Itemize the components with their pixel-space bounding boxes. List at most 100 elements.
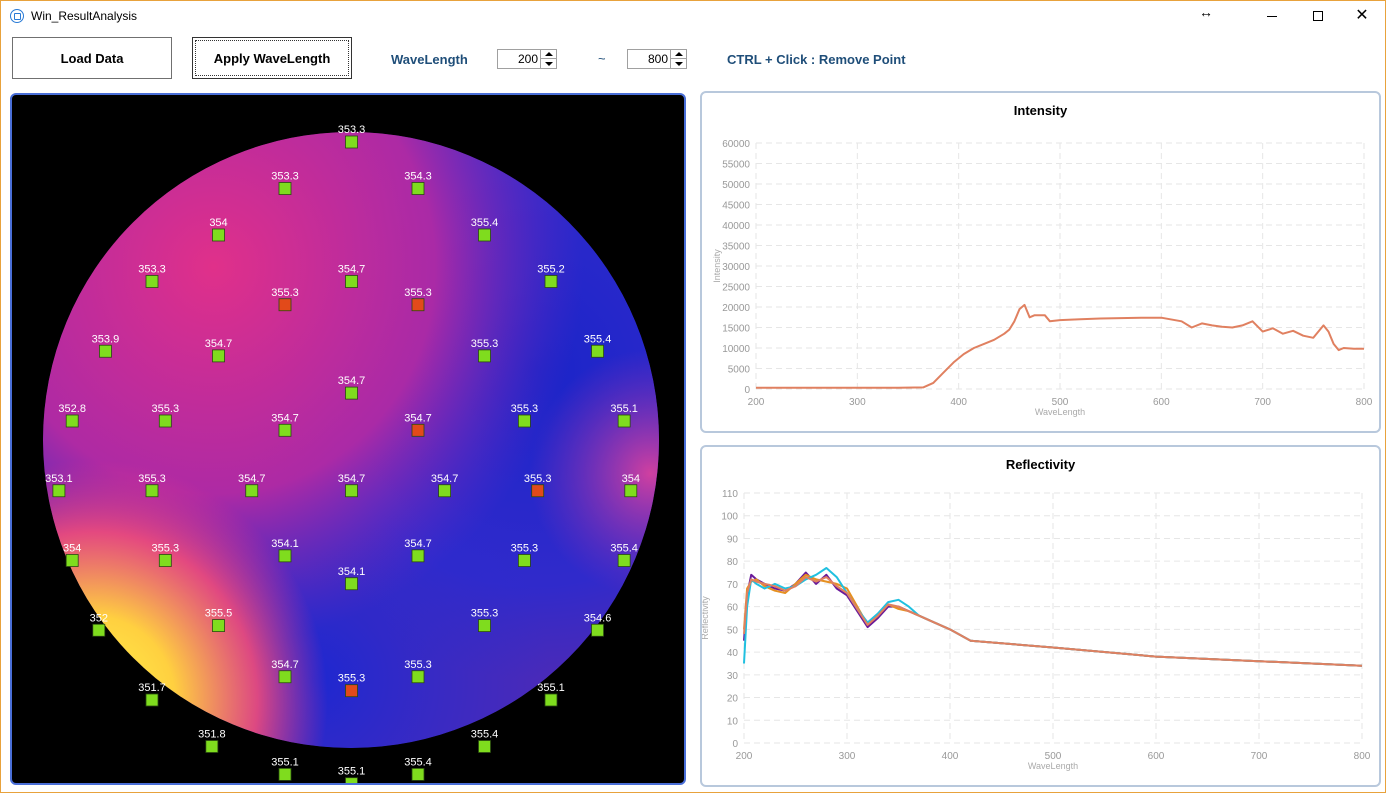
point-marker[interactable] bbox=[411, 768, 425, 781]
point-marker[interactable] bbox=[65, 554, 79, 567]
stepper-down-icon[interactable] bbox=[671, 59, 686, 68]
point-marker[interactable] bbox=[65, 414, 79, 428]
map-point[interactable]: 353.3 bbox=[271, 171, 299, 195]
map-point[interactable]: 354.7 bbox=[271, 412, 299, 437]
map-point[interactable]: 355.3 bbox=[152, 403, 180, 428]
map-point[interactable]: 352.8 bbox=[58, 403, 86, 428]
map-point[interactable]: 355.3 bbox=[338, 673, 366, 698]
map-point[interactable]: 355.4 bbox=[610, 543, 638, 567]
point-marker[interactable] bbox=[478, 740, 491, 753]
point-marker[interactable] bbox=[158, 554, 172, 567]
point-marker[interactable] bbox=[278, 423, 292, 437]
point-marker[interactable] bbox=[617, 414, 631, 428]
point-marker[interactable] bbox=[345, 386, 358, 400]
point-marker[interactable] bbox=[212, 619, 225, 632]
selected-point-marker[interactable] bbox=[278, 298, 292, 312]
point-marker[interactable] bbox=[278, 549, 292, 563]
point-marker[interactable] bbox=[624, 484, 638, 498]
map-point[interactable]: 354.7 bbox=[431, 473, 459, 498]
point-marker[interactable] bbox=[591, 344, 604, 358]
map-point[interactable]: 355.3 bbox=[511, 403, 539, 428]
map-point[interactable]: 354.7 bbox=[338, 264, 366, 288]
map-point[interactable]: 355.5 bbox=[205, 608, 233, 632]
point-marker[interactable] bbox=[591, 623, 604, 637]
point-marker[interactable] bbox=[212, 349, 225, 363]
map-point[interactable]: 354.7 bbox=[338, 375, 366, 400]
map-point[interactable]: 354.6 bbox=[584, 612, 612, 637]
map-point[interactable]: 355.3 bbox=[511, 543, 539, 567]
map-point[interactable]: 355.1 bbox=[537, 682, 565, 707]
point-marker[interactable] bbox=[278, 670, 292, 684]
selected-point-marker[interactable] bbox=[531, 484, 545, 498]
map-point[interactable]: 354 bbox=[209, 217, 228, 242]
point-marker[interactable] bbox=[345, 275, 358, 288]
map-point[interactable]: 353.3 bbox=[138, 264, 166, 288]
point-marker[interactable] bbox=[52, 484, 66, 498]
apply-wavelength-button[interactable]: Apply WaveLength bbox=[192, 37, 352, 79]
point-marker[interactable] bbox=[245, 484, 259, 498]
map-point[interactable]: 355.3 bbox=[524, 473, 552, 498]
wavelength-min-input[interactable] bbox=[498, 50, 540, 68]
point-marker[interactable] bbox=[278, 768, 292, 781]
map-point[interactable]: 354.7 bbox=[404, 538, 432, 563]
wavelength-max-input[interactable] bbox=[628, 50, 670, 68]
map-point[interactable]: 355.4 bbox=[471, 729, 499, 753]
map-point[interactable]: 355.3 bbox=[471, 608, 499, 632]
wafer-map[interactable]: 353.3 353.3 354.3 354 355.4 353.3 354.7 355.3 35… bbox=[12, 95, 684, 783]
point-marker[interactable] bbox=[212, 228, 225, 242]
maximize-button[interactable] bbox=[1295, 1, 1341, 31]
point-marker[interactable] bbox=[411, 549, 425, 563]
point-marker[interactable] bbox=[145, 693, 159, 707]
close-button[interactable]: ✕ bbox=[1339, 1, 1385, 31]
point-marker[interactable] bbox=[345, 577, 358, 591]
point-marker[interactable] bbox=[617, 554, 631, 567]
stepper-up-icon[interactable] bbox=[671, 50, 686, 59]
map-point[interactable]: 355.1 bbox=[338, 766, 366, 783]
load-data-button[interactable]: Load Data bbox=[12, 37, 172, 79]
point-marker[interactable] bbox=[544, 275, 558, 288]
point-marker[interactable] bbox=[517, 554, 531, 567]
map-point[interactable]: 354.7 bbox=[271, 659, 299, 684]
wavelength-min-stepper[interactable] bbox=[497, 49, 557, 69]
map-point[interactable]: 354.1 bbox=[338, 566, 366, 591]
selected-point-marker[interactable] bbox=[411, 423, 425, 437]
map-point[interactable]: 351.8 bbox=[198, 729, 226, 753]
point-marker[interactable] bbox=[145, 275, 159, 288]
point-marker[interactable] bbox=[99, 344, 112, 358]
point-marker[interactable] bbox=[411, 670, 425, 684]
map-point[interactable]: 354.7 bbox=[404, 412, 432, 437]
map-point[interactable]: 354 bbox=[63, 543, 81, 567]
map-point[interactable]: 355.3 bbox=[271, 287, 299, 312]
map-point[interactable]: 355.1 bbox=[610, 403, 638, 428]
map-point[interactable]: 353.3 bbox=[338, 124, 366, 149]
stepper-down-icon[interactable] bbox=[541, 59, 556, 68]
map-point[interactable]: 351.7 bbox=[138, 682, 166, 707]
map-point[interactable]: 354.3 bbox=[404, 171, 432, 195]
point-marker[interactable] bbox=[517, 414, 531, 428]
map-point[interactable]: 355.3 bbox=[471, 338, 499, 363]
resize-icon[interactable]: ↔ bbox=[1199, 4, 1213, 20]
map-point[interactable]: 355.3 bbox=[152, 543, 180, 567]
point-marker[interactable] bbox=[438, 484, 452, 498]
map-point[interactable]: 355.3 bbox=[404, 659, 432, 684]
map-point[interactable]: 354.7 bbox=[238, 473, 266, 498]
point-marker[interactable] bbox=[478, 228, 491, 242]
selected-point-marker[interactable] bbox=[411, 298, 425, 312]
map-point[interactable]: 353.9 bbox=[92, 333, 120, 358]
point-marker[interactable] bbox=[478, 349, 491, 363]
point-marker[interactable] bbox=[205, 740, 219, 753]
map-point[interactable]: 355.1 bbox=[271, 756, 299, 781]
wafer-map-panel[interactable]: 353.3 353.3 354.3 354 355.4 353.3 354.7 355.3 35… bbox=[10, 93, 686, 785]
map-point[interactable]: 352 bbox=[90, 612, 108, 637]
stepper-up-icon[interactable] bbox=[541, 50, 556, 59]
point-marker[interactable] bbox=[411, 182, 425, 195]
map-point[interactable]: 354 bbox=[622, 473, 640, 498]
point-marker[interactable] bbox=[478, 619, 491, 632]
map-point[interactable]: 355.3 bbox=[138, 473, 166, 498]
map-point[interactable]: 355.4 bbox=[404, 756, 432, 781]
point-marker[interactable] bbox=[345, 777, 358, 783]
map-point[interactable]: 355.4 bbox=[471, 217, 499, 242]
map-point[interactable]: 354.1 bbox=[271, 538, 299, 563]
point-marker[interactable] bbox=[145, 484, 159, 498]
selected-point-marker[interactable] bbox=[345, 684, 358, 698]
